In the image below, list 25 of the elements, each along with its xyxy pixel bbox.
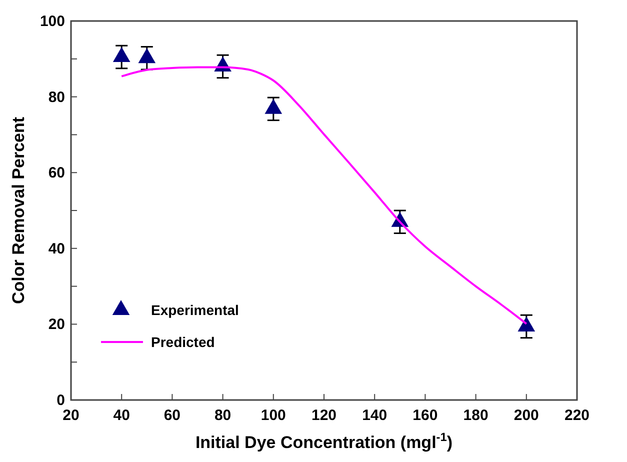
x-tick-label: 120 bbox=[311, 407, 337, 424]
x-tick-label: 60 bbox=[164, 407, 181, 424]
point bbox=[138, 48, 156, 64]
x-tick-label: 160 bbox=[412, 407, 438, 424]
x-tick-label: 220 bbox=[564, 407, 590, 424]
y-tick-label: 40 bbox=[48, 240, 65, 258]
legend-label: Predicted bbox=[151, 334, 215, 350]
point bbox=[264, 98, 282, 114]
x-tick-label: 180 bbox=[463, 407, 488, 424]
y-axis-title: Color Removal Percent bbox=[9, 116, 28, 304]
y-tick-label: 20 bbox=[48, 316, 65, 334]
x-tick-label: 40 bbox=[113, 407, 130, 424]
x-tick-label: 80 bbox=[214, 407, 232, 424]
y-tick-label: 60 bbox=[48, 164, 65, 182]
y-tick-label: 80 bbox=[48, 88, 65, 106]
y-tick-label: 100 bbox=[40, 13, 65, 30]
x-tick-label: 200 bbox=[514, 407, 539, 424]
x-axis-title: Initial Dye Concentration (mgl$^{-1}$) bbox=[195, 430, 453, 452]
x-tick-label: 20 bbox=[62, 407, 80, 424]
y-tick-label: 0 bbox=[56, 392, 65, 409]
legend-label: Experimental bbox=[151, 302, 239, 318]
point bbox=[112, 47, 130, 62]
x-tick-label: 140 bbox=[362, 407, 388, 424]
x-tick-label: 100 bbox=[260, 407, 286, 424]
point bbox=[518, 316, 536, 332]
